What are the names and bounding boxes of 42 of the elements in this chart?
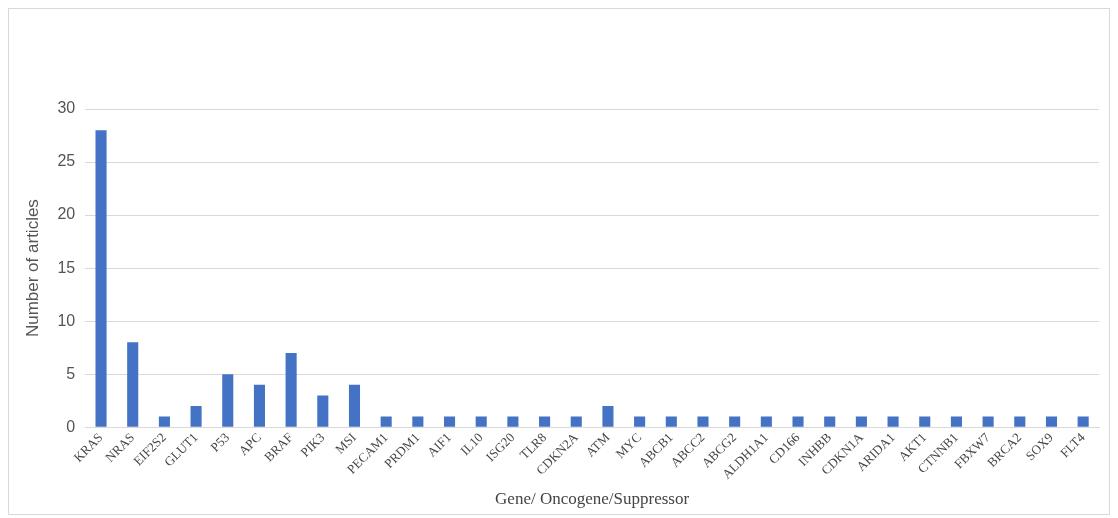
bar xyxy=(222,374,234,427)
bar xyxy=(412,416,424,427)
y-tick-label: 15 xyxy=(57,258,76,276)
bar xyxy=(380,416,392,427)
bar xyxy=(443,416,456,427)
x-axis-title: Gene/ Oncogene/Suppressor xyxy=(495,489,690,509)
bar xyxy=(697,416,709,427)
bar xyxy=(570,416,582,427)
bar xyxy=(475,416,487,427)
bar xyxy=(1014,416,1026,427)
y-tick-label: 0 xyxy=(66,417,76,435)
y-tick-label: 5 xyxy=(66,364,76,382)
x-tick-label: P53 xyxy=(207,429,233,455)
bar xyxy=(127,342,139,427)
bar xyxy=(729,416,741,427)
y-tick-label: 25 xyxy=(57,152,76,170)
y-tick-label: 30 xyxy=(57,99,76,117)
bar xyxy=(760,416,772,427)
y-tick-label: 20 xyxy=(57,205,76,223)
bar xyxy=(348,384,361,427)
bar xyxy=(158,416,170,427)
bar xyxy=(634,416,646,427)
bar xyxy=(982,416,994,427)
bar xyxy=(1045,416,1058,427)
bar xyxy=(1077,416,1089,427)
bar xyxy=(507,416,519,427)
bar xyxy=(190,405,202,427)
bar xyxy=(887,416,899,427)
bar xyxy=(602,405,614,427)
bar xyxy=(792,416,804,427)
bar xyxy=(539,416,551,427)
y-axis-title: Number of articles xyxy=(22,199,42,338)
y-tick-label: 10 xyxy=(57,311,76,329)
bar xyxy=(285,352,297,427)
bar xyxy=(317,395,329,427)
bar xyxy=(253,384,265,427)
bar xyxy=(95,130,107,427)
bar xyxy=(855,416,867,427)
bar xyxy=(665,416,677,427)
bar xyxy=(919,416,931,427)
bar xyxy=(950,416,962,427)
bar xyxy=(824,416,836,427)
